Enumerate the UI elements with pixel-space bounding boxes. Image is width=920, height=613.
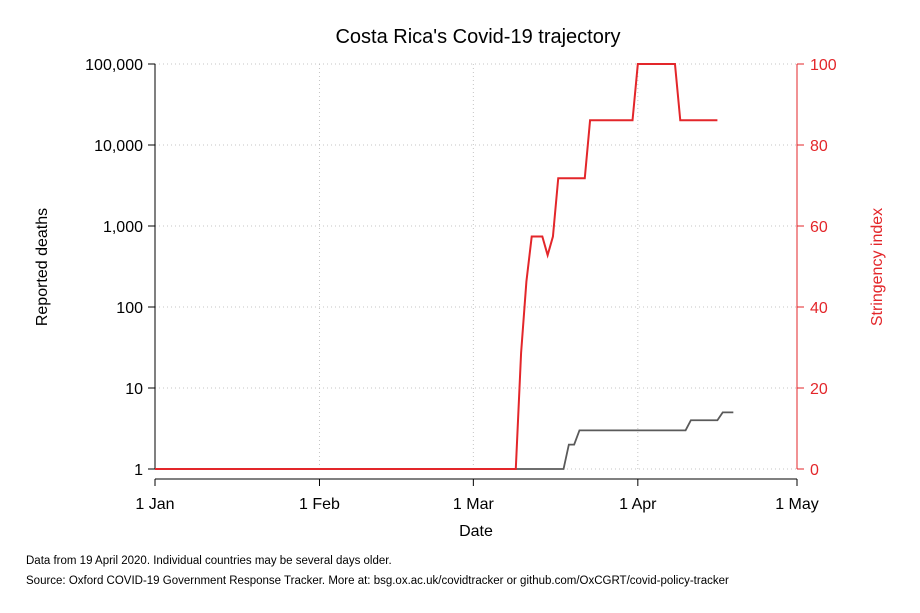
axes <box>148 63 804 486</box>
x-axis-label: Date <box>459 523 493 540</box>
tick-label-x: 1 Apr <box>619 496 657 513</box>
tick-label-y-right: 100 <box>810 57 837 74</box>
tick-label-y-left: 100 <box>116 300 143 317</box>
tick-label-y-right: 20 <box>810 381 828 398</box>
tick-label-x: 1 Mar <box>453 496 495 513</box>
tick-label-x: 1 Feb <box>299 496 340 513</box>
tick-label-y-left: 1,000 <box>103 219 143 236</box>
series-lines <box>155 63 734 470</box>
y-axis-label-left: Reported deaths <box>34 208 51 326</box>
tick-label-y-right: 40 <box>810 300 828 317</box>
data-date-note: Data from 19 April 2020. Individual coun… <box>26 555 392 567</box>
series-line-stringency <box>155 63 718 470</box>
tick-label-y-left: 100,000 <box>85 57 143 74</box>
tick-label-y-left: 1 <box>134 462 143 479</box>
series-line-deaths <box>155 411 734 470</box>
tick-label-y-left: 10,000 <box>94 138 143 155</box>
tick-labels: 1 10 100 1,000 10,000 100,000 0 20 40 60 80 100 1 Ja… <box>85 57 837 513</box>
tick-label-x: 1 Jan <box>135 496 174 513</box>
tick-label-y-left: 10 <box>125 381 143 398</box>
grid-lines <box>154 63 798 470</box>
tick-label-y-right: 60 <box>810 219 828 236</box>
y-axis-label-right: Stringency index <box>869 208 886 326</box>
tick-label-x: 1 May <box>775 496 819 513</box>
chart-title: Costa Rica's Covid-19 trajectory <box>335 26 620 48</box>
source-note: Source: Oxford COVID-19 Government Respo… <box>26 575 729 587</box>
tick-label-y-right: 0 <box>810 462 819 479</box>
tick-label-y-right: 80 <box>810 138 828 155</box>
